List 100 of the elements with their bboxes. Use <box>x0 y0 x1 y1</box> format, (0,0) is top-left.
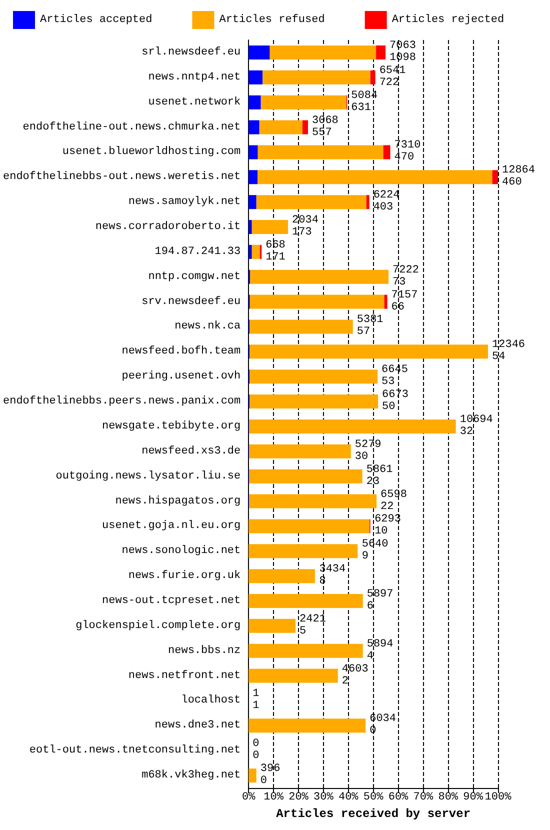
y-tick-label: nntp.comgw.net <box>148 270 241 283</box>
bar <box>248 594 363 608</box>
annotation: 12864 <box>502 164 536 177</box>
annotation: 7157 <box>391 289 418 302</box>
annotation: 5084 <box>351 90 378 102</box>
y-tick-label: news.dne3.net <box>154 720 241 732</box>
bar <box>252 244 260 259</box>
annotation: 1 <box>252 700 260 712</box>
bar <box>250 294 384 309</box>
annotation: 6645 <box>382 364 408 376</box>
annotation: 631 <box>351 102 372 114</box>
legend-label: Articles refused <box>219 14 325 26</box>
y-tick-label: news-out.tcpreset.net <box>102 595 241 607</box>
annotation: 5 <box>300 625 306 638</box>
bar <box>248 45 270 60</box>
x-tick-label: 10% <box>264 792 284 804</box>
bar <box>250 344 488 359</box>
bar <box>248 95 261 110</box>
x-tick-label: 60% <box>388 792 409 804</box>
bar <box>248 768 256 783</box>
annotation: 57 <box>356 326 370 338</box>
y-tick-label: newsgate.tebibyte.org <box>102 420 241 432</box>
y-tick-label: peering.usenet.ovh <box>122 370 241 383</box>
y-tick-label: usenet.goja.nl.eu.org <box>102 520 241 532</box>
annotation: 173 <box>292 226 312 238</box>
y-tick-label: newsfeed.xs3.de <box>142 445 241 458</box>
y-tick-label: news.nk.ca <box>174 320 242 333</box>
bar <box>249 419 456 434</box>
bar <box>258 145 384 160</box>
bar <box>250 394 378 409</box>
y-tick-label: news.hispagatos.org <box>115 495 241 508</box>
annotation: 23 <box>366 476 380 488</box>
annotation: 460 <box>502 176 522 189</box>
annotation: 66 <box>391 301 404 314</box>
bar <box>256 195 366 210</box>
y-tick-label: endofthelinebbs.peers.news.panix.com <box>3 396 242 408</box>
bar <box>383 145 390 160</box>
annotation: 54 <box>492 351 506 364</box>
annotation: 4603 <box>342 663 368 676</box>
annotation: 171 <box>266 251 286 264</box>
annotation: 3434 <box>319 564 346 576</box>
bar <box>376 45 386 60</box>
x-tick-label: 90% <box>463 792 484 804</box>
y-tick-label: news.furie.org.uk <box>128 570 242 582</box>
bar <box>248 244 252 259</box>
y-tick-label: news.corradoroberto.it <box>95 221 241 233</box>
annotation: 5894 <box>366 638 394 650</box>
bar <box>258 170 492 184</box>
bar <box>252 220 288 234</box>
y-tick-label: news.nntp4.net <box>148 71 241 84</box>
annotation: 6673 <box>382 389 408 402</box>
bar <box>250 320 353 334</box>
x-tick-label: 0% <box>242 792 256 804</box>
x-tick-label: 70% <box>413 792 434 804</box>
annotation: 5897 <box>366 588 394 600</box>
bar <box>250 370 378 384</box>
bar <box>248 668 338 683</box>
annotation: 9 <box>362 550 368 563</box>
y-tick-label: endofthelinebbs-out.news.weretis.net <box>3 171 241 184</box>
annotation: 4 <box>366 650 374 662</box>
y-tick-label: localhost <box>181 694 241 707</box>
y-tick-label: news.sonologic.net <box>122 545 241 558</box>
annotation: 5381 <box>356 314 384 326</box>
x-tick-label: 80% <box>438 792 458 804</box>
legend-label: Articles rejected <box>392 14 504 26</box>
bar <box>370 70 376 84</box>
annotation: 6 <box>366 600 374 612</box>
y-tick-label: 194.87.241.33 <box>154 246 241 258</box>
legend-label: Articles accepted <box>40 14 152 26</box>
bar <box>262 70 370 84</box>
annotation: 7063 <box>390 40 416 52</box>
x-axis-title: Articles received by server <box>276 807 471 821</box>
bar <box>366 195 370 210</box>
bar <box>249 494 377 508</box>
y-tick-label: m68k.vk3heg.net <box>142 770 241 782</box>
bar <box>249 469 362 484</box>
bar <box>248 544 358 558</box>
y-tick-label: newsfeed.bofh.team <box>122 346 242 358</box>
annotation: 73 <box>392 276 406 288</box>
annotation: 50 <box>382 401 396 414</box>
annotation: 5861 <box>366 464 394 476</box>
annotation: 6034 <box>370 713 396 726</box>
bar <box>248 644 363 658</box>
annotation: 3068 <box>312 114 338 127</box>
annotation: 6541 <box>379 64 406 77</box>
annotation: 10694 <box>460 414 494 426</box>
y-tick-label: usenet.network <box>148 96 242 108</box>
annotation: 5279 <box>354 438 382 451</box>
annotation: 7310 <box>394 140 421 152</box>
bar <box>270 45 376 60</box>
annotation: 5640 <box>362 538 388 551</box>
bar <box>249 444 351 458</box>
annotation: 2 <box>342 675 349 688</box>
annotation: 53 <box>382 376 395 388</box>
x-tick-label: 50% <box>363 792 384 804</box>
annotation: 403 <box>373 202 394 214</box>
bar <box>248 569 315 584</box>
bar <box>248 145 258 160</box>
bar <box>384 294 388 309</box>
y-tick-label: srv.newsdeef.eu <box>142 296 241 308</box>
